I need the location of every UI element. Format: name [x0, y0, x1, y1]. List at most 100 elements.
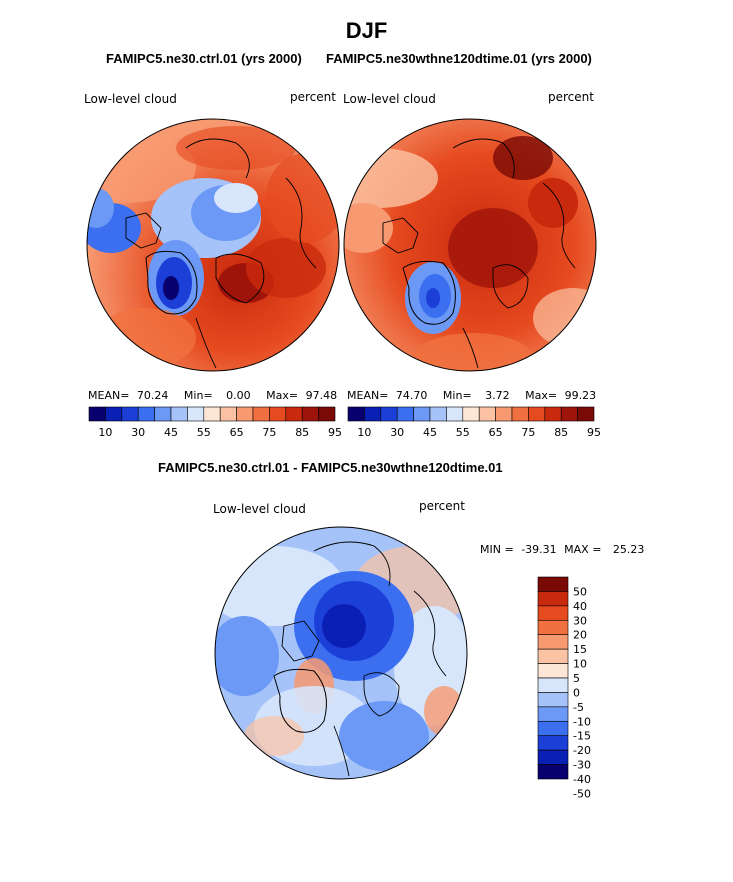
panel3-colorbar-tick: 40	[573, 600, 587, 613]
panel1-colorbar: 10 30 45 55 65 75 85 95	[88, 406, 342, 439]
panel2-colorbar-bin	[478, 406, 496, 422]
panel3-colorbar-tick: -15	[573, 730, 591, 743]
panel1-colorbar-bin	[187, 406, 205, 422]
panel1-colorbar-bin	[219, 406, 237, 422]
panel3-colorbar-bin	[537, 634, 569, 650]
panel1-variable-label: Low-level cloud	[84, 92, 177, 106]
panel2-colorbar-tick: 45	[423, 426, 437, 439]
panel3-colorbar-bin	[537, 677, 569, 693]
panel2-colorbar-bin	[396, 406, 414, 422]
panel1-max-label: Max=	[266, 389, 299, 402]
panel1-colorbar-bin	[137, 406, 155, 422]
panel3-colorbar-bin	[537, 735, 569, 751]
panel1-colorbar-tick: 10	[98, 426, 112, 439]
panel3-colorbar-bin	[537, 648, 569, 664]
panel1-colorbar-tick: 45	[164, 426, 178, 439]
panel1-colorbar-bin	[154, 406, 172, 422]
panel2-colorbar-bin	[462, 406, 480, 422]
panel3-colorbar-bin	[537, 749, 569, 765]
panel1-colorbar-tick: 75	[262, 426, 276, 439]
subtitle-experiment: FAMIPC5.ne30wthne120dtime.01 (yrs 2000)	[326, 51, 592, 66]
panel2-colorbar-tick: 75	[521, 426, 535, 439]
panel2-colorbar-bin	[380, 406, 398, 422]
panel2-colorbar-bin	[446, 406, 464, 422]
panel1-colorbar-bin	[121, 406, 139, 422]
panel1-colorbar-bin	[88, 406, 106, 422]
panel2-colorbar: 10 30 45 55 65 75 85 95	[347, 406, 601, 439]
panel3-colorbar-bin	[537, 720, 569, 737]
panel3-colorbar-bin	[537, 692, 569, 708]
panel2-mean-value: 74.70	[395, 389, 428, 402]
panel3-units-label: percent	[419, 499, 465, 513]
panel3-colorbar-bin	[537, 764, 569, 780]
panel1-mean-label: MEAN=	[88, 389, 130, 402]
panel3-colorbar-tick: 50	[573, 585, 587, 598]
panel1-colorbar-bin	[318, 406, 336, 422]
panel3-colorbar-bin	[537, 619, 569, 636]
panel3-max-label: MAX =	[564, 543, 602, 556]
panel2-colorbar-bin	[528, 406, 546, 422]
panel3-colorbar-tick: -5	[573, 701, 584, 714]
panel2-units-label: percent	[548, 90, 594, 104]
panel2-colorbar-bin	[364, 406, 382, 422]
panel3-colorbar-bin	[537, 706, 569, 722]
panel1-colorbar-bin	[203, 406, 221, 422]
panel2-colorbar-bin	[413, 406, 431, 422]
panel3-min-label: MIN =	[480, 543, 514, 556]
panel1-colorbar-tick: 65	[230, 426, 244, 439]
panel3-colorbar-tick: 0	[573, 686, 580, 699]
panel1-colorbar-bin	[105, 406, 123, 422]
panel1-colorbar-bin	[285, 406, 303, 422]
panel2-colorbar-bin	[429, 406, 447, 422]
panel1-colorbar-tick: 85	[295, 426, 309, 439]
panel1-min-label: Min=	[183, 389, 213, 402]
panel2-colorbar-bin	[511, 406, 529, 422]
panel2-max-label: Max=	[525, 389, 558, 402]
panel1-colorbar-bin	[301, 406, 319, 422]
panel3-stats: MIN = -39.31 MAX = 25.23	[480, 543, 644, 556]
panel1-colorbar-bin	[236, 406, 254, 422]
panel2-min-value: 3.72	[485, 389, 510, 402]
panel3-colorbar-tick: -20	[573, 744, 591, 757]
panel1-colorbar-bin	[170, 406, 188, 422]
panel1-colorbar-bin	[269, 406, 287, 422]
panel1-colorbar-bin	[252, 406, 270, 422]
panel3-colorbar-tick: -40	[573, 773, 591, 786]
panel3-colorbar-bin	[537, 591, 569, 607]
panel3-colorbar-tick: 10	[573, 658, 587, 671]
panel3-colorbar-tick: -30	[573, 759, 591, 772]
panel2-colorbar-bin	[544, 406, 562, 422]
difference-subtitle: FAMIPC5.ne30.ctrl.01 - FAMIPC5.ne30wthne…	[158, 460, 503, 475]
panel1-stats: MEAN= 70.24 Min= 0.00 Max= 97.48	[88, 389, 337, 402]
panel2-colorbar-tick: 30	[390, 426, 404, 439]
panel2-colorbar-tick: 65	[489, 426, 503, 439]
panel1-max-value: 97.48	[305, 389, 338, 402]
panel1-colorbar-tick: 95	[328, 426, 342, 439]
panel2-mean-label: MEAN=	[347, 389, 389, 402]
panel1-polar-map	[86, 118, 340, 372]
panel1-colorbar-tick: 55	[197, 426, 211, 439]
panel1-mean-value: 70.24	[136, 389, 169, 402]
panel2-polar-map	[343, 118, 597, 372]
panel2-colorbar-tick: 85	[554, 426, 568, 439]
panel3-min-value: -39.31	[521, 543, 557, 556]
panel2-min-label: Min=	[442, 389, 472, 402]
panel2-colorbar-bin	[495, 406, 513, 422]
panel3-colorbar-bin	[537, 605, 569, 621]
panel3-colorbar-tick: -50	[573, 787, 591, 800]
panel2-colorbar-bin	[347, 406, 365, 422]
panel2-max-value: 99.23	[564, 389, 597, 402]
panel1-min-value: 0.00	[226, 389, 251, 402]
subtitle-control: FAMIPC5.ne30.ctrl.01 (yrs 2000)	[106, 51, 302, 66]
panel2-colorbar-bin	[577, 406, 595, 422]
panel3-polar-map	[214, 526, 468, 780]
panel2-variable-label: Low-level cloud	[343, 92, 436, 106]
panel3-colorbar-bin	[537, 576, 569, 592]
panel3-variable-label: Low-level cloud	[213, 502, 306, 516]
panel2-colorbar-tick: 95	[587, 426, 601, 439]
panel3-colorbar-bin	[537, 663, 569, 679]
panel2-stats: MEAN= 74.70 Min= 3.72 Max= 99.23	[347, 389, 596, 402]
panel1-colorbar-tick: 30	[131, 426, 145, 439]
panel3-colorbar-tick: 30	[573, 614, 587, 627]
